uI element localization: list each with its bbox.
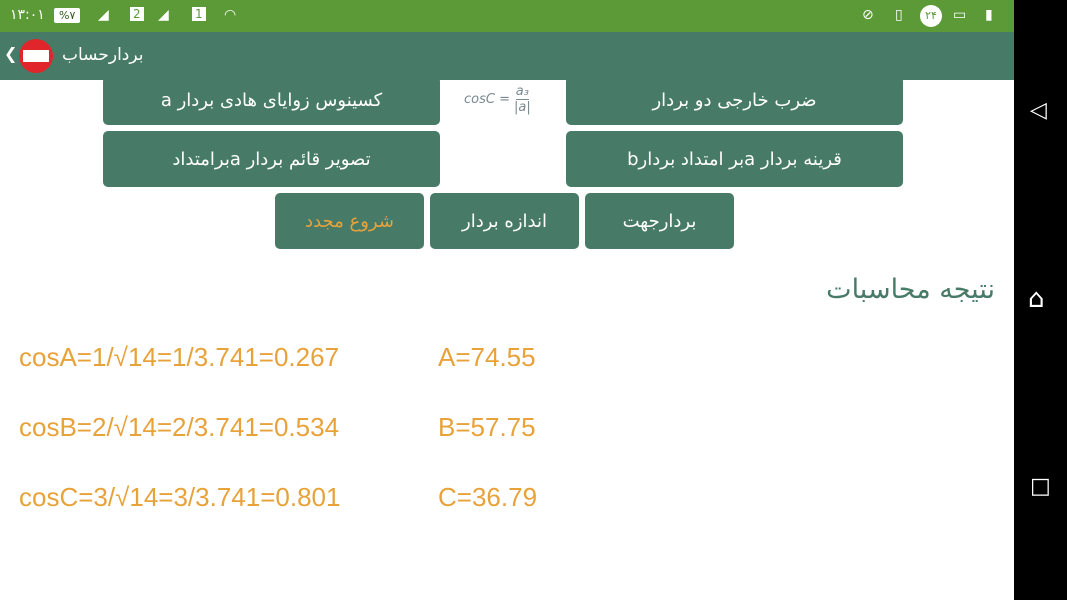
result-heading: نتیجه محاسبات	[826, 274, 995, 305]
sim1-icon: 1	[192, 7, 206, 21]
signal-icon: ◢	[158, 7, 169, 23]
result-cos-a: cosA=1/√14=1/3.741=0.267	[19, 342, 340, 372]
phone-icon: ▯	[895, 7, 903, 23]
recents-icon[interactable]: □	[1030, 474, 1051, 499]
unit-vector-button[interactable]: بردارجهت	[585, 193, 734, 249]
projection-button[interactable]: تصویر قائم بردار aبرامتداد	[103, 131, 440, 187]
no-sync-icon: ⊘	[862, 7, 874, 23]
direction-cosines-button[interactable]: کسینوس زوایای هادی بردار a	[103, 76, 440, 125]
home-icon[interactable]: ⌂	[1028, 284, 1045, 314]
notification-badge: ۲۴	[920, 5, 942, 27]
reflection-button[interactable]: قرینه بردار aبر امتداد بردارb	[566, 131, 903, 187]
signal-icon: ◢	[98, 7, 109, 23]
magnitude-button[interactable]: اندازه بردار	[430, 193, 579, 249]
formula-lhs: cosC =	[464, 92, 510, 107]
result-angle-b: B=57.75	[438, 412, 536, 442]
formula-numerator: a₃	[515, 84, 529, 100]
restart-button[interactable]: شروع مجدد	[275, 193, 424, 249]
result-angle-c: C=36.79	[438, 482, 538, 512]
app-logo-icon	[19, 39, 53, 73]
battery-alert-icon: ▮	[985, 7, 993, 23]
result-angle-a: A=74.55	[438, 342, 536, 372]
app-bar: ❮ بردارحساب	[0, 32, 1014, 80]
battery-icon: %۷	[54, 8, 81, 23]
result-cos-c: cosC=3/√14=3/3.741=0.801	[19, 482, 341, 512]
status-bar: ۱۳:۰۱ %۷ ◢ 2 ◢ 1 ◠ ⊘ ▯ ۲۴ ▭ ▮	[0, 0, 1014, 32]
wifi-icon: ◠	[224, 7, 237, 23]
back-chevron-icon[interactable]: ❮	[4, 44, 18, 63]
result-cos-b: cosB=2/√14=2/3.741=0.534	[19, 412, 340, 442]
image-icon: ▭	[953, 7, 967, 23]
sim2-icon: 2	[130, 7, 144, 21]
formula-denominator: |a|	[513, 100, 531, 115]
cross-product-button[interactable]: ضرب خارجی دو بردار	[566, 76, 903, 125]
formula: cosC = a₃ |a|	[464, 84, 531, 115]
navigation-bar: ◁ ⌂ □	[1014, 0, 1067, 600]
clock: ۱۳:۰۱	[10, 7, 45, 23]
back-icon[interactable]: ◁	[1030, 98, 1047, 123]
app-title: بردارحساب	[62, 45, 144, 65]
